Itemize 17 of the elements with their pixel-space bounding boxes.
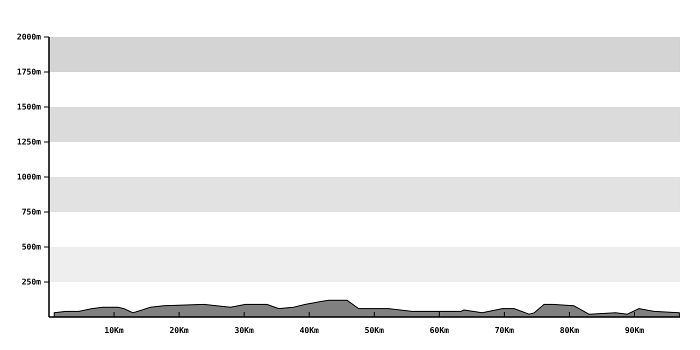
y-tick-label: 2000m <box>16 32 42 42</box>
x-tick-label: 60Km <box>430 326 450 335</box>
x-tick-label: 90Km <box>624 326 644 335</box>
x-tick-label: 50Km <box>364 326 384 335</box>
y-tick-label: 1500m <box>16 102 42 112</box>
x-tick-label: 10Km <box>104 326 124 335</box>
y-tick-label: 1750m <box>16 68 42 77</box>
x-tick-label: 30Km <box>234 326 254 335</box>
x-tick-label: 80Km <box>560 326 580 335</box>
y-tick-label: 1000m <box>16 172 42 182</box>
x-tick-label: 40Km <box>300 326 320 335</box>
y-tick-label: 1250m <box>16 138 42 147</box>
x-tick-label: 70Km <box>494 326 514 335</box>
y-tick-label: 500m <box>22 242 42 252</box>
y-tick-label: 250m <box>22 278 42 287</box>
x-tick-label: 20Km <box>169 326 189 335</box>
y-tick-label: 750m <box>22 208 42 217</box>
